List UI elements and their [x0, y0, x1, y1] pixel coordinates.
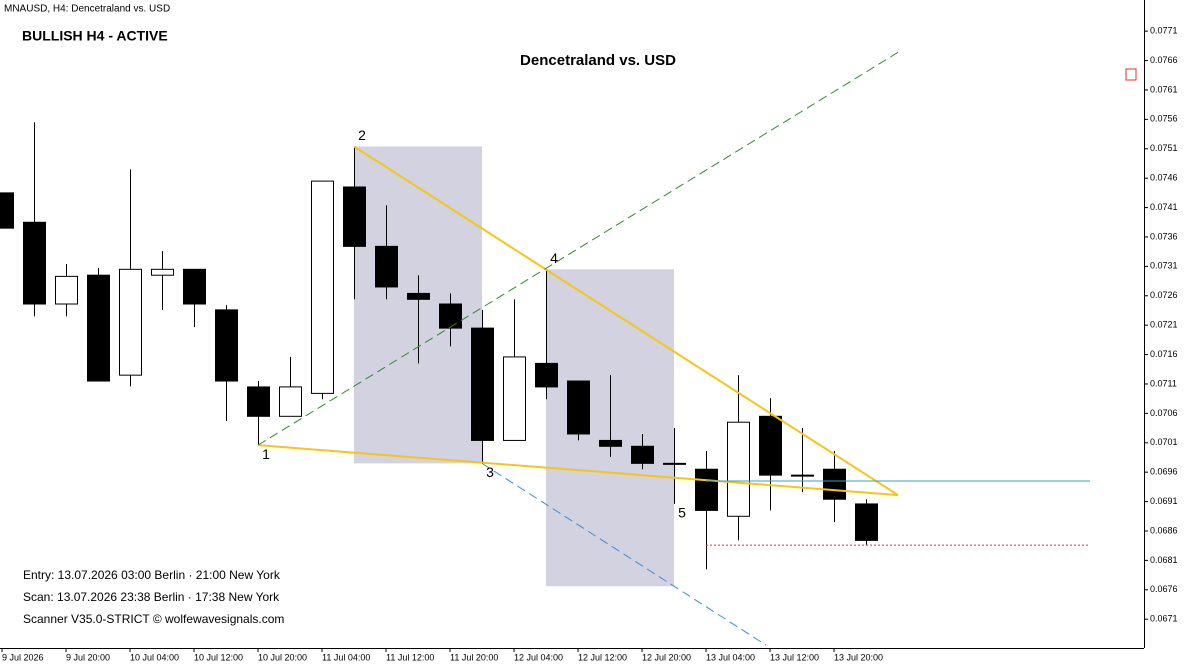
- pattern-line: [353, 145, 899, 496]
- y-tick-label: 0.0681: [1150, 555, 1178, 565]
- y-tick-label: 0.0716: [1150, 349, 1178, 359]
- y-tick-label: 0.0711: [1150, 378, 1177, 388]
- x-tick-label: 13 Jul 12:00: [770, 652, 819, 662]
- info-line: Entry: 13.07.2026 03:00 Berlin · 21:00 N…: [23, 568, 281, 582]
- candle-body: [855, 503, 878, 541]
- candle-body: [631, 445, 654, 464]
- candle-body: [663, 462, 686, 465]
- x-tick-label: 11 Jul 04:00: [322, 652, 370, 662]
- chart-title: Dencetraland vs. USD: [520, 52, 676, 69]
- candle-body: [119, 268, 142, 376]
- x-tick-label: 13 Jul 20:00: [834, 652, 883, 662]
- y-tick-label: 0.0766: [1150, 55, 1178, 65]
- x-tick-label: 12 Jul 12:00: [578, 652, 627, 662]
- y-tick-label: 0.0691: [1150, 496, 1178, 506]
- candle-body: [311, 180, 334, 394]
- info-line: Scan: 13.07.2026 23:38 Berlin · 17:38 Ne…: [23, 590, 280, 604]
- candle-body: [279, 386, 302, 417]
- x-tick-label: 10 Jul 12:00: [194, 652, 243, 662]
- y-tick-label: 0.0701: [1150, 437, 1178, 447]
- candle-body: [343, 186, 366, 247]
- x-tick-label: 13 Jul 04:00: [706, 652, 755, 662]
- wave-label: 5: [678, 505, 686, 521]
- candle-body: [695, 468, 718, 511]
- x-tick-label: 10 Jul 20:00: [258, 652, 307, 662]
- price-marker: [1125, 68, 1137, 81]
- y-tick-label: 0.0736: [1150, 231, 1178, 241]
- x-tick-label: 11 Jul 20:00: [450, 652, 498, 662]
- candle-body: [791, 474, 814, 477]
- y-tick-label: 0.0731: [1150, 261, 1178, 271]
- candle-body: [55, 275, 78, 305]
- x-tick-label: 11 Jul 12:00: [386, 652, 434, 662]
- y-tick-label: 0.0726: [1150, 290, 1178, 300]
- y-tick-label: 0.0741: [1150, 202, 1178, 212]
- wave-label: 4: [550, 250, 558, 266]
- y-tick-label: 0.0706: [1150, 408, 1178, 418]
- info-line: Scanner V35.0-STRICT © wolfewavesignals.…: [23, 612, 284, 626]
- y-tick-label: 0.0671: [1150, 614, 1178, 624]
- y-tick-label: 0.0756: [1150, 114, 1178, 124]
- status-label: BULLISH H4 - ACTIVE: [22, 28, 168, 44]
- y-tick-label: 0.0686: [1150, 525, 1178, 535]
- candle-body: [23, 221, 46, 305]
- candle-body: [567, 380, 590, 435]
- candle-body: [759, 415, 782, 476]
- wave-label: 1: [262, 446, 270, 462]
- x-tick-label: 9 Jul 20:00: [66, 652, 110, 662]
- candle-body: [503, 356, 526, 441]
- y-tick-label: 0.0771: [1150, 26, 1178, 36]
- y-tick-label: 0.0751: [1150, 143, 1178, 153]
- x-tick-label: 10 Jul 04:00: [130, 652, 179, 662]
- candle-body: [823, 468, 846, 500]
- y-tick-label: 0.0721: [1150, 320, 1178, 330]
- candle-body: [599, 439, 622, 447]
- candle-body: [247, 386, 270, 417]
- pattern-line: [257, 444, 899, 497]
- x-tick-label: 9 Jul 2026: [2, 652, 44, 662]
- candle-body: [471, 327, 494, 441]
- candle-body: [0, 192, 14, 229]
- wave-label: 3: [486, 464, 494, 480]
- pattern-line: [481, 462, 767, 646]
- y-tick-label: 0.0761: [1150, 84, 1178, 94]
- x-tick-label: 12 Jul 20:00: [642, 652, 691, 662]
- candle-body: [183, 268, 206, 305]
- candle-body: [375, 245, 398, 288]
- candle-body: [727, 421, 750, 517]
- candle-body: [151, 268, 174, 276]
- candle-body: [535, 362, 558, 388]
- wave-label: 2: [358, 127, 366, 143]
- candle-body: [407, 292, 430, 300]
- chart-header: MNAUSD, H4: Dencetraland vs. USD: [4, 4, 170, 15]
- candle-body: [439, 303, 462, 329]
- y-tick-label: 0.0746: [1150, 173, 1178, 183]
- x-tick-label: 12 Jul 04:00: [514, 652, 563, 662]
- y-tick-label: 0.0696: [1150, 467, 1178, 477]
- y-tick-label: 0.0676: [1150, 584, 1178, 594]
- candle-body: [87, 274, 110, 382]
- candle-body: [215, 309, 238, 382]
